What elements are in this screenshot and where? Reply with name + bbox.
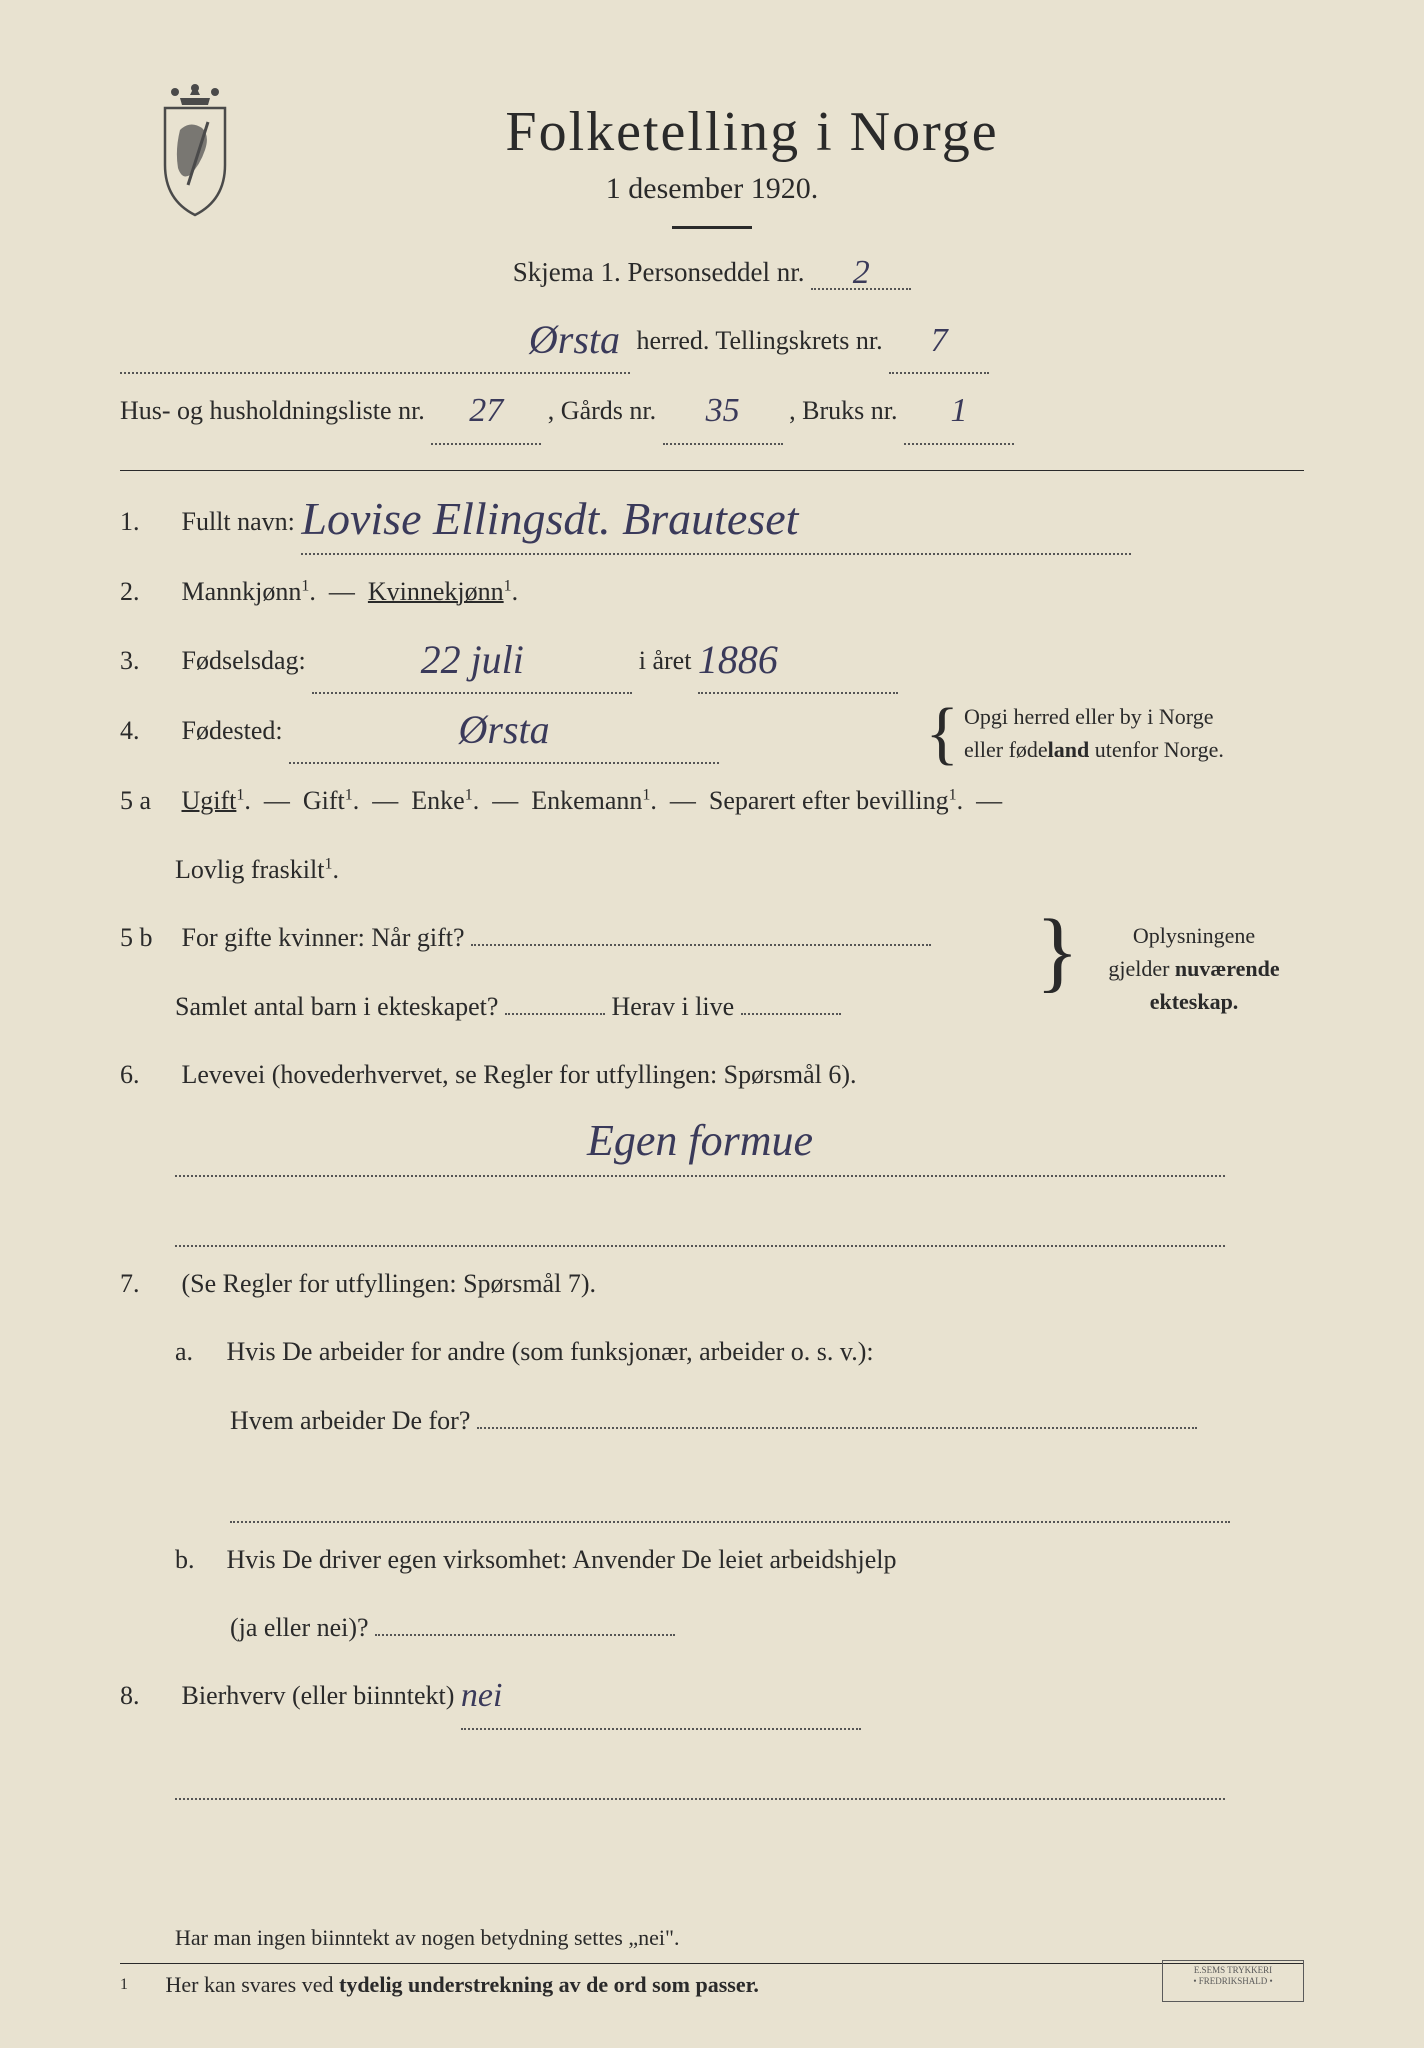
q6-num: 6. (120, 1044, 175, 1106)
q5a-fraskilt: Lovlig fraskilt (175, 855, 324, 884)
q6-value-line: Egen formue (120, 1112, 1304, 1176)
q7b-line1: b. Hvis De driver egen virksomhet: Anven… (120, 1529, 1304, 1591)
footnote-a: Her kan svares ved (166, 1972, 340, 1997)
q5a-separert: Separert efter bevilling (709, 786, 949, 815)
q8-line: 8. Bierhverv (eller biinntekt) nei (120, 1665, 1304, 1729)
list-line: Hus- og husholdningsliste nr. 27 , Gårds… (120, 380, 1304, 444)
form-header: Folketelling i Norge 1 desember 1920. Sk… (120, 100, 1304, 290)
q5b-label3: Herav i live (611, 992, 734, 1021)
q4-note: Opgi herred eller by i Norge eller fødel… (964, 700, 1304, 766)
form-subtitle: 1 desember 1920. (120, 172, 1304, 206)
q5b-label1: For gifte kvinner: Når gift? (182, 923, 465, 952)
gards-label: , Gårds nr. (548, 396, 656, 425)
q6-blank-line (120, 1183, 1304, 1247)
q8-value: nei (461, 1679, 503, 1713)
q8-num: 8. (120, 1665, 175, 1727)
section-rule-1 (120, 470, 1304, 471)
schema-line: Skjema 1. Personseddel nr. 2 (120, 254, 1304, 290)
q4-brace-icon: { (925, 706, 959, 762)
q2-num: 2. (120, 561, 175, 623)
q7b-num: b. (175, 1529, 220, 1591)
krets-value: 7 (931, 324, 948, 358)
q4-num: 4. (120, 700, 175, 762)
q1-value: Lovise Ellingsdt. Brauteset (301, 496, 798, 542)
coat-of-arms-icon (140, 80, 250, 220)
q5b-label2: Samlet antal barn i ekteskapet? (175, 992, 498, 1021)
header-divider (672, 226, 752, 229)
herred-value: Ørsta (529, 320, 620, 360)
q7a-text1: Hvis De arbeider for andre (som funksjon… (227, 1337, 874, 1366)
q6-value: Egen formue (587, 1119, 813, 1163)
q5a-line2: Lovlig fraskilt1. (120, 839, 1304, 901)
hushold-value: 27 (469, 394, 503, 428)
q1-line: 1. Fullt navn: Lovise Ellingsdt. Brautes… (120, 491, 1304, 555)
footnote-line: 1 Her kan svares ved tydelig understrekn… (120, 1963, 1304, 1998)
q2-kvinne: Kvinnekjønn (368, 577, 504, 606)
q7b-text2: (ja eller nei)? (230, 1613, 369, 1642)
q3-label: Fødselsdag: (182, 646, 306, 675)
q4-line: 4. Fødested: Ørsta { Opgi herred eller b… (120, 700, 1304, 764)
q7b-text1: Hvis De driver egen virksomhet: Anvender… (227, 1545, 897, 1574)
footer-text1: Har man ingen biinntekt av nogen betydni… (120, 1925, 1304, 1951)
q5b-note: Oplysningene gjelder nuværende ekteskap. (1084, 919, 1304, 1018)
q7-line: 7. (Se Regler for utfyllingen: Spørsmål … (120, 1253, 1304, 1315)
q3-year-label: i året (639, 646, 692, 675)
q6-label: Levevei (hovederhvervet, se Regler for u… (182, 1060, 857, 1089)
q5b-block: 5 b For gifte kvinner: Når gift? Samlet … (120, 907, 1304, 1038)
q5a-ugift: Ugift (182, 786, 237, 815)
q3-num: 3. (120, 630, 175, 692)
q7a-text2: Hvem arbeider De for? (230, 1406, 470, 1435)
q7b-line2: (ja eller nei)? (120, 1597, 1304, 1659)
hushold-label: Hus- og husholdningsliste nr. (120, 396, 425, 425)
gards-value: 35 (706, 394, 740, 428)
q7a-line1: a. Hvis De arbeider for andre (som funks… (120, 1321, 1304, 1383)
q1-label: Fullt navn: (182, 507, 295, 536)
form-footer: Har man ingen biinntekt av nogen betydni… (120, 1925, 1304, 1998)
q3-day: 22 juli (421, 640, 524, 680)
q4-value: Ørsta (459, 710, 550, 750)
q6-line: 6. Levevei (hovederhvervet, se Regler fo… (120, 1044, 1304, 1106)
schema-label: Skjema 1. Personseddel nr. (513, 257, 805, 287)
q7-num: 7. (120, 1253, 175, 1315)
q2-mann: Mannkjønn (182, 577, 302, 606)
q5a-gift: Gift (303, 786, 345, 815)
bruks-label: , Bruks nr. (789, 396, 897, 425)
footnote-num: 1 (120, 1972, 160, 1994)
q7a-num: a. (175, 1321, 220, 1383)
q7a-blank (120, 1458, 1304, 1522)
q5a-enke: Enke (411, 786, 464, 815)
q8-label: Bierhverv (eller biinntekt) (182, 1681, 455, 1710)
q5b-brace-icon: } (1036, 907, 1079, 997)
herred-label: herred. Tellingskrets nr. (637, 326, 883, 355)
form-title: Folketelling i Norge (120, 100, 1304, 164)
q5a-line: 5 a Ugift1. — Gift1. — Enke1. — Enkemann… (120, 770, 1304, 832)
q4-label: Fødested: (182, 716, 283, 745)
footnote-b: tydelig understrekning av de ord som pas… (339, 1972, 759, 1997)
q7-label: (Se Regler for utfyllingen: Spørsmål 7). (182, 1269, 596, 1298)
q7a-line2: Hvem arbeider De for? (120, 1390, 1304, 1452)
q2-line: 2. Mannkjønn1. — Kvinnekjønn1. (120, 561, 1304, 623)
census-form-page: Folketelling i Norge 1 desember 1920. Sk… (0, 0, 1424, 2048)
q1-num: 1. (120, 491, 175, 553)
herred-line: Ørsta herred. Tellingskrets nr. 7 (120, 310, 1304, 374)
q5b-num: 5 b (120, 907, 175, 969)
printer-stamp: E.SEMS TRYKKERI • FREDRIKSHALD • (1162, 1960, 1304, 2002)
q3-line: 3. Fødselsdag: 22 juli i året 1886 (120, 630, 1304, 694)
q5a-enkemann: Enkemann (531, 786, 642, 815)
q8-blank (120, 1736, 1304, 1800)
bruks-value: 1 (950, 394, 967, 428)
q3-year: 1886 (698, 640, 778, 680)
q5a-num: 5 a (120, 770, 175, 832)
personseddel-value: 2 (853, 256, 870, 290)
